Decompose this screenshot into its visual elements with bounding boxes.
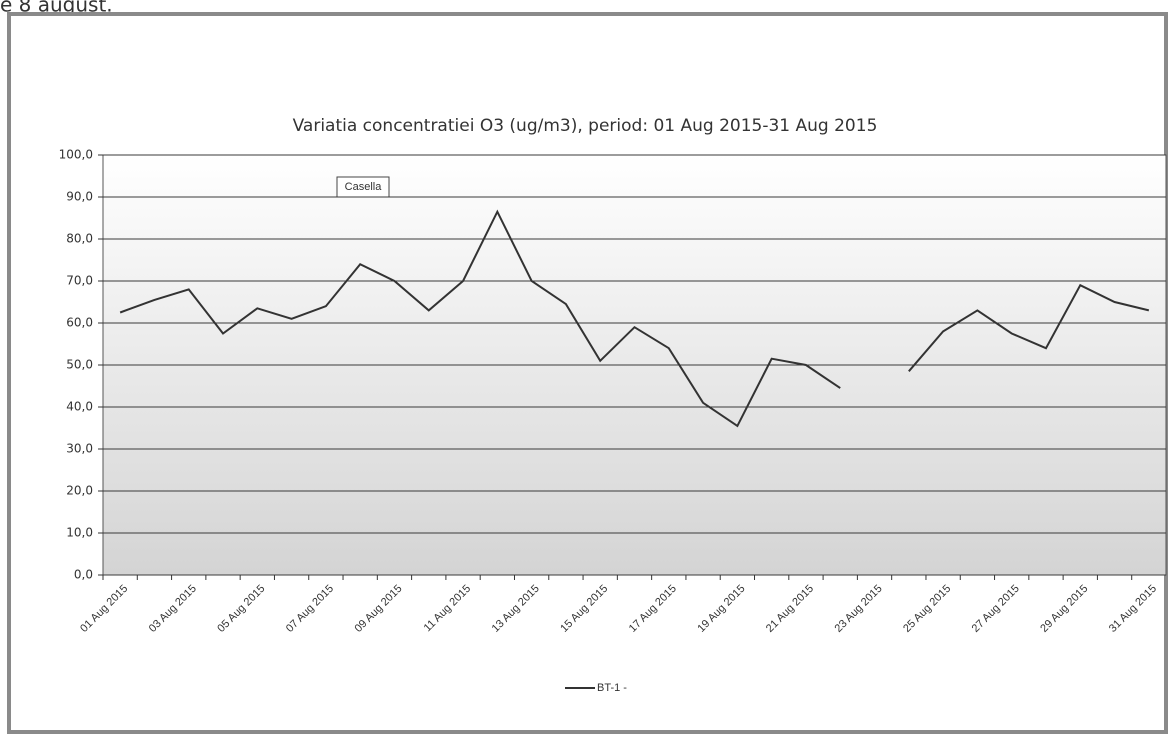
y-tick-label: 90,0 (66, 190, 93, 204)
series-line (908, 283, 1150, 372)
legend-label: BT-1 - (597, 682, 627, 694)
y-tick-label: 40,0 (66, 400, 93, 414)
y-tick-label: 10,0 (66, 526, 93, 540)
y-tick-label: 30,0 (66, 442, 93, 456)
y-tick-label: 80,0 (66, 232, 93, 246)
y-tick-label: 60,0 (66, 316, 93, 330)
chart-title: Variatia concentratiei O3 (ug/m3), perio… (293, 116, 878, 136)
y-tick-label: 50,0 (66, 358, 93, 372)
y-tick-label: 70,0 (66, 274, 93, 288)
series-line (119, 209, 841, 428)
y-tick-label: 20,0 (66, 484, 93, 498)
y-tick-label: 100,0 (59, 148, 93, 162)
annotation: Casella (345, 181, 383, 193)
y-tick-label: 0,0 (74, 568, 93, 582)
